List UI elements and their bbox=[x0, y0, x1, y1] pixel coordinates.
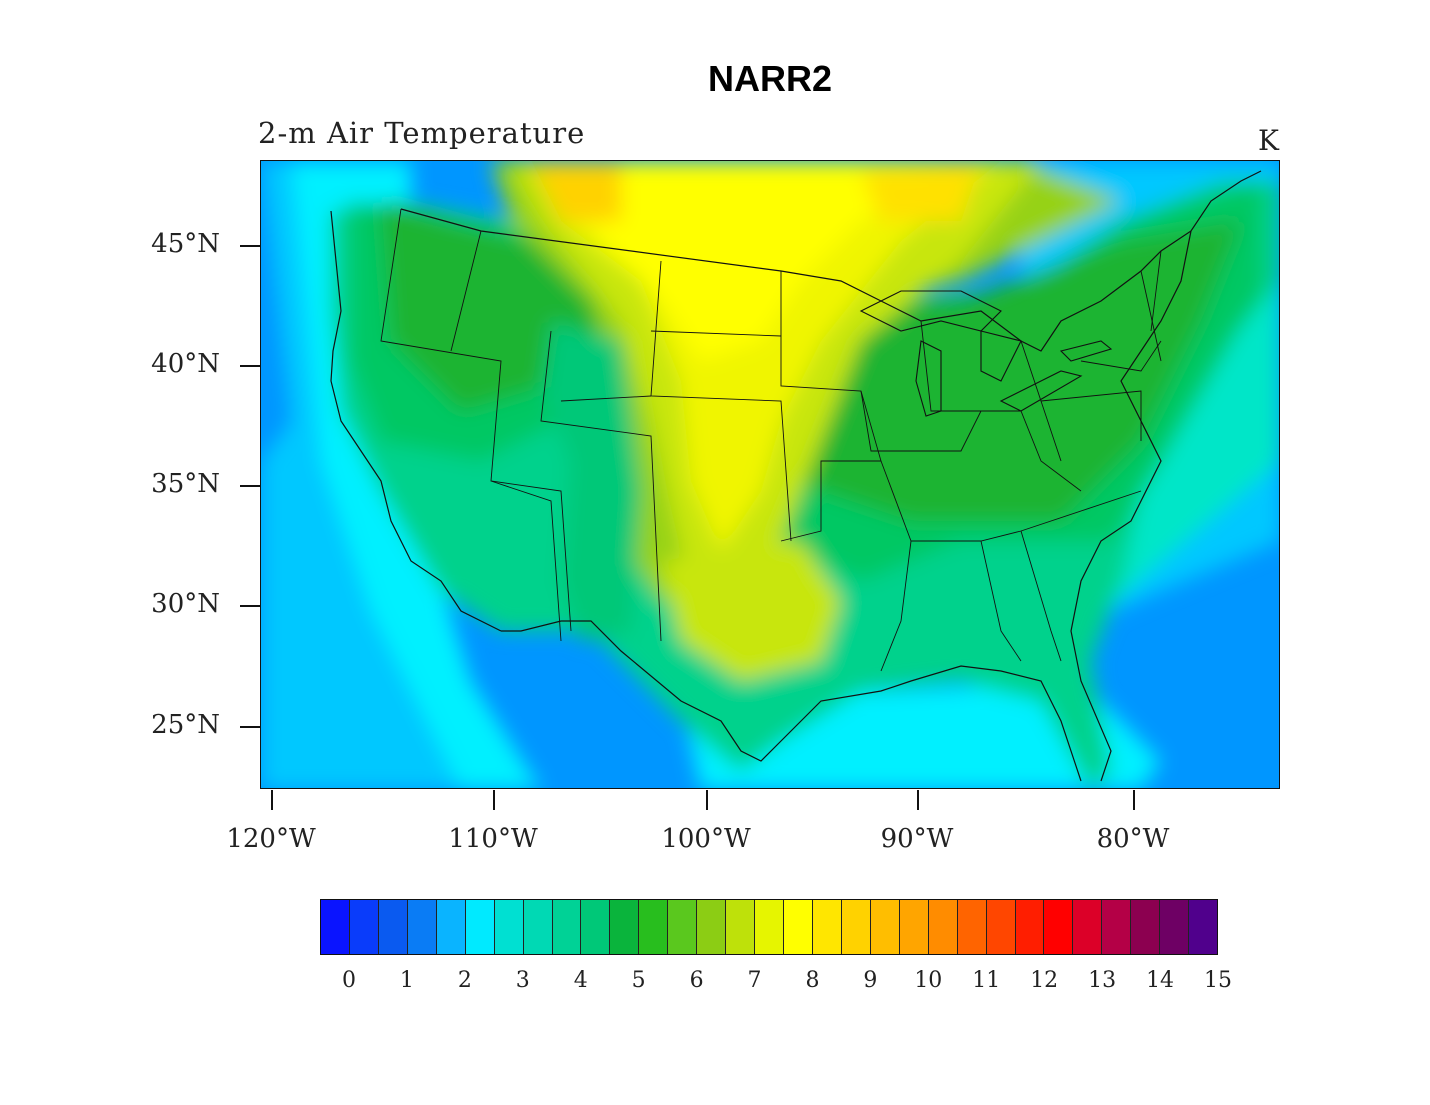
colorbar-cell bbox=[812, 900, 842, 954]
colorbar-cell bbox=[841, 900, 871, 954]
colorbar-cell bbox=[784, 900, 813, 954]
lon-tick-label: 100°W bbox=[661, 824, 751, 854]
lat-tick-35 bbox=[240, 485, 260, 487]
colorbar-cell bbox=[957, 900, 987, 954]
colorbar-cell bbox=[494, 900, 524, 954]
lon-tick-label: 110°W bbox=[448, 824, 538, 854]
colorbar-label: 3 bbox=[515, 968, 530, 993]
variable-subtitle: 2-m Air Temperature bbox=[258, 116, 586, 150]
colorbar-cell bbox=[436, 900, 466, 954]
colorbar-label: 0 bbox=[341, 968, 356, 993]
colorbar-cell bbox=[1131, 900, 1161, 954]
colorbar-label: 12 bbox=[1030, 968, 1059, 993]
colorbar-cell bbox=[610, 900, 640, 954]
colorbar-label: 11 bbox=[972, 968, 1001, 993]
lat-tick-label: 45°N bbox=[151, 229, 220, 259]
temperature-map bbox=[260, 160, 1280, 789]
colorbar-label: 13 bbox=[1088, 968, 1117, 993]
colorbar-label: 9 bbox=[863, 968, 878, 993]
canada-orange-east bbox=[861, 161, 981, 221]
units-label: K bbox=[1258, 124, 1279, 157]
conus-outline bbox=[330, 170, 1262, 782]
lat-tick-30 bbox=[240, 605, 260, 607]
colorbar-label: 1 bbox=[399, 968, 414, 993]
lon-tick-label: 90°W bbox=[880, 824, 954, 854]
colorbar-label: 15 bbox=[1204, 968, 1232, 993]
colorbar-cell bbox=[407, 900, 437, 954]
lon-tick-90 bbox=[917, 790, 919, 810]
map-canvas bbox=[261, 161, 1279, 788]
colorbar-label: 8 bbox=[805, 968, 820, 993]
texas-yellowgreen bbox=[661, 541, 841, 681]
colorbar-cell bbox=[639, 900, 669, 954]
canada-orange bbox=[531, 161, 621, 221]
lon-tick-110 bbox=[493, 790, 495, 810]
colorbar-cell bbox=[523, 900, 553, 954]
lat-tick-label: 40°N bbox=[151, 349, 220, 379]
colorbar-cell bbox=[726, 900, 756, 954]
colorbar-label: 14 bbox=[1146, 968, 1175, 993]
lat-tick-40 bbox=[240, 365, 260, 367]
great-lakes bbox=[859, 290, 1113, 417]
lat-tick-45 bbox=[240, 245, 260, 247]
colorbar-cell bbox=[1189, 900, 1218, 954]
colorbar-cell bbox=[1044, 900, 1074, 954]
colorbar-cell bbox=[349, 900, 379, 954]
lon-tick-100 bbox=[706, 790, 708, 810]
lon-tick-label: 120°W bbox=[226, 824, 316, 854]
colorbar-cell bbox=[1102, 900, 1132, 954]
colorbar-label: 7 bbox=[747, 968, 762, 993]
lon-tick-120 bbox=[271, 790, 273, 810]
colorbar-label: 5 bbox=[631, 968, 646, 993]
lon-tick-label: 80°W bbox=[1096, 824, 1170, 854]
colorbar-cell bbox=[1160, 900, 1190, 954]
colorbar-cell bbox=[1015, 900, 1045, 954]
lon-tick-80 bbox=[1133, 790, 1135, 810]
colorbar-cell bbox=[321, 900, 350, 954]
colorbar-label: 4 bbox=[573, 968, 588, 993]
chart-title: NARR2 bbox=[707, 58, 832, 99]
colorbar-cell bbox=[986, 900, 1016, 954]
colorbar-label: 10 bbox=[914, 968, 943, 993]
colorbar-label: 2 bbox=[457, 968, 472, 993]
lat-tick-label: 30°N bbox=[151, 589, 220, 619]
colorbar-label: 6 bbox=[689, 968, 704, 993]
lat-tick-label: 35°N bbox=[151, 469, 220, 499]
colorbar-cell bbox=[1073, 900, 1103, 954]
lat-tick-25 bbox=[240, 726, 260, 728]
colorbar-cell bbox=[697, 900, 727, 954]
colorbar-cell bbox=[899, 900, 929, 954]
colorbar-cell bbox=[755, 900, 784, 954]
state-borders bbox=[380, 208, 1162, 672]
colorbar-cell bbox=[870, 900, 900, 954]
colorbar-cell bbox=[465, 900, 495, 954]
colorbar-cell bbox=[552, 900, 582, 954]
colorbar-cell bbox=[378, 900, 408, 954]
colorbar bbox=[320, 899, 1218, 955]
plains-bright-yellow bbox=[561, 161, 981, 361]
colorbar-cell bbox=[928, 900, 958, 954]
colorbar-cell bbox=[668, 900, 698, 954]
lat-tick-label: 25°N bbox=[151, 710, 220, 740]
colorbar-cell bbox=[581, 900, 611, 954]
